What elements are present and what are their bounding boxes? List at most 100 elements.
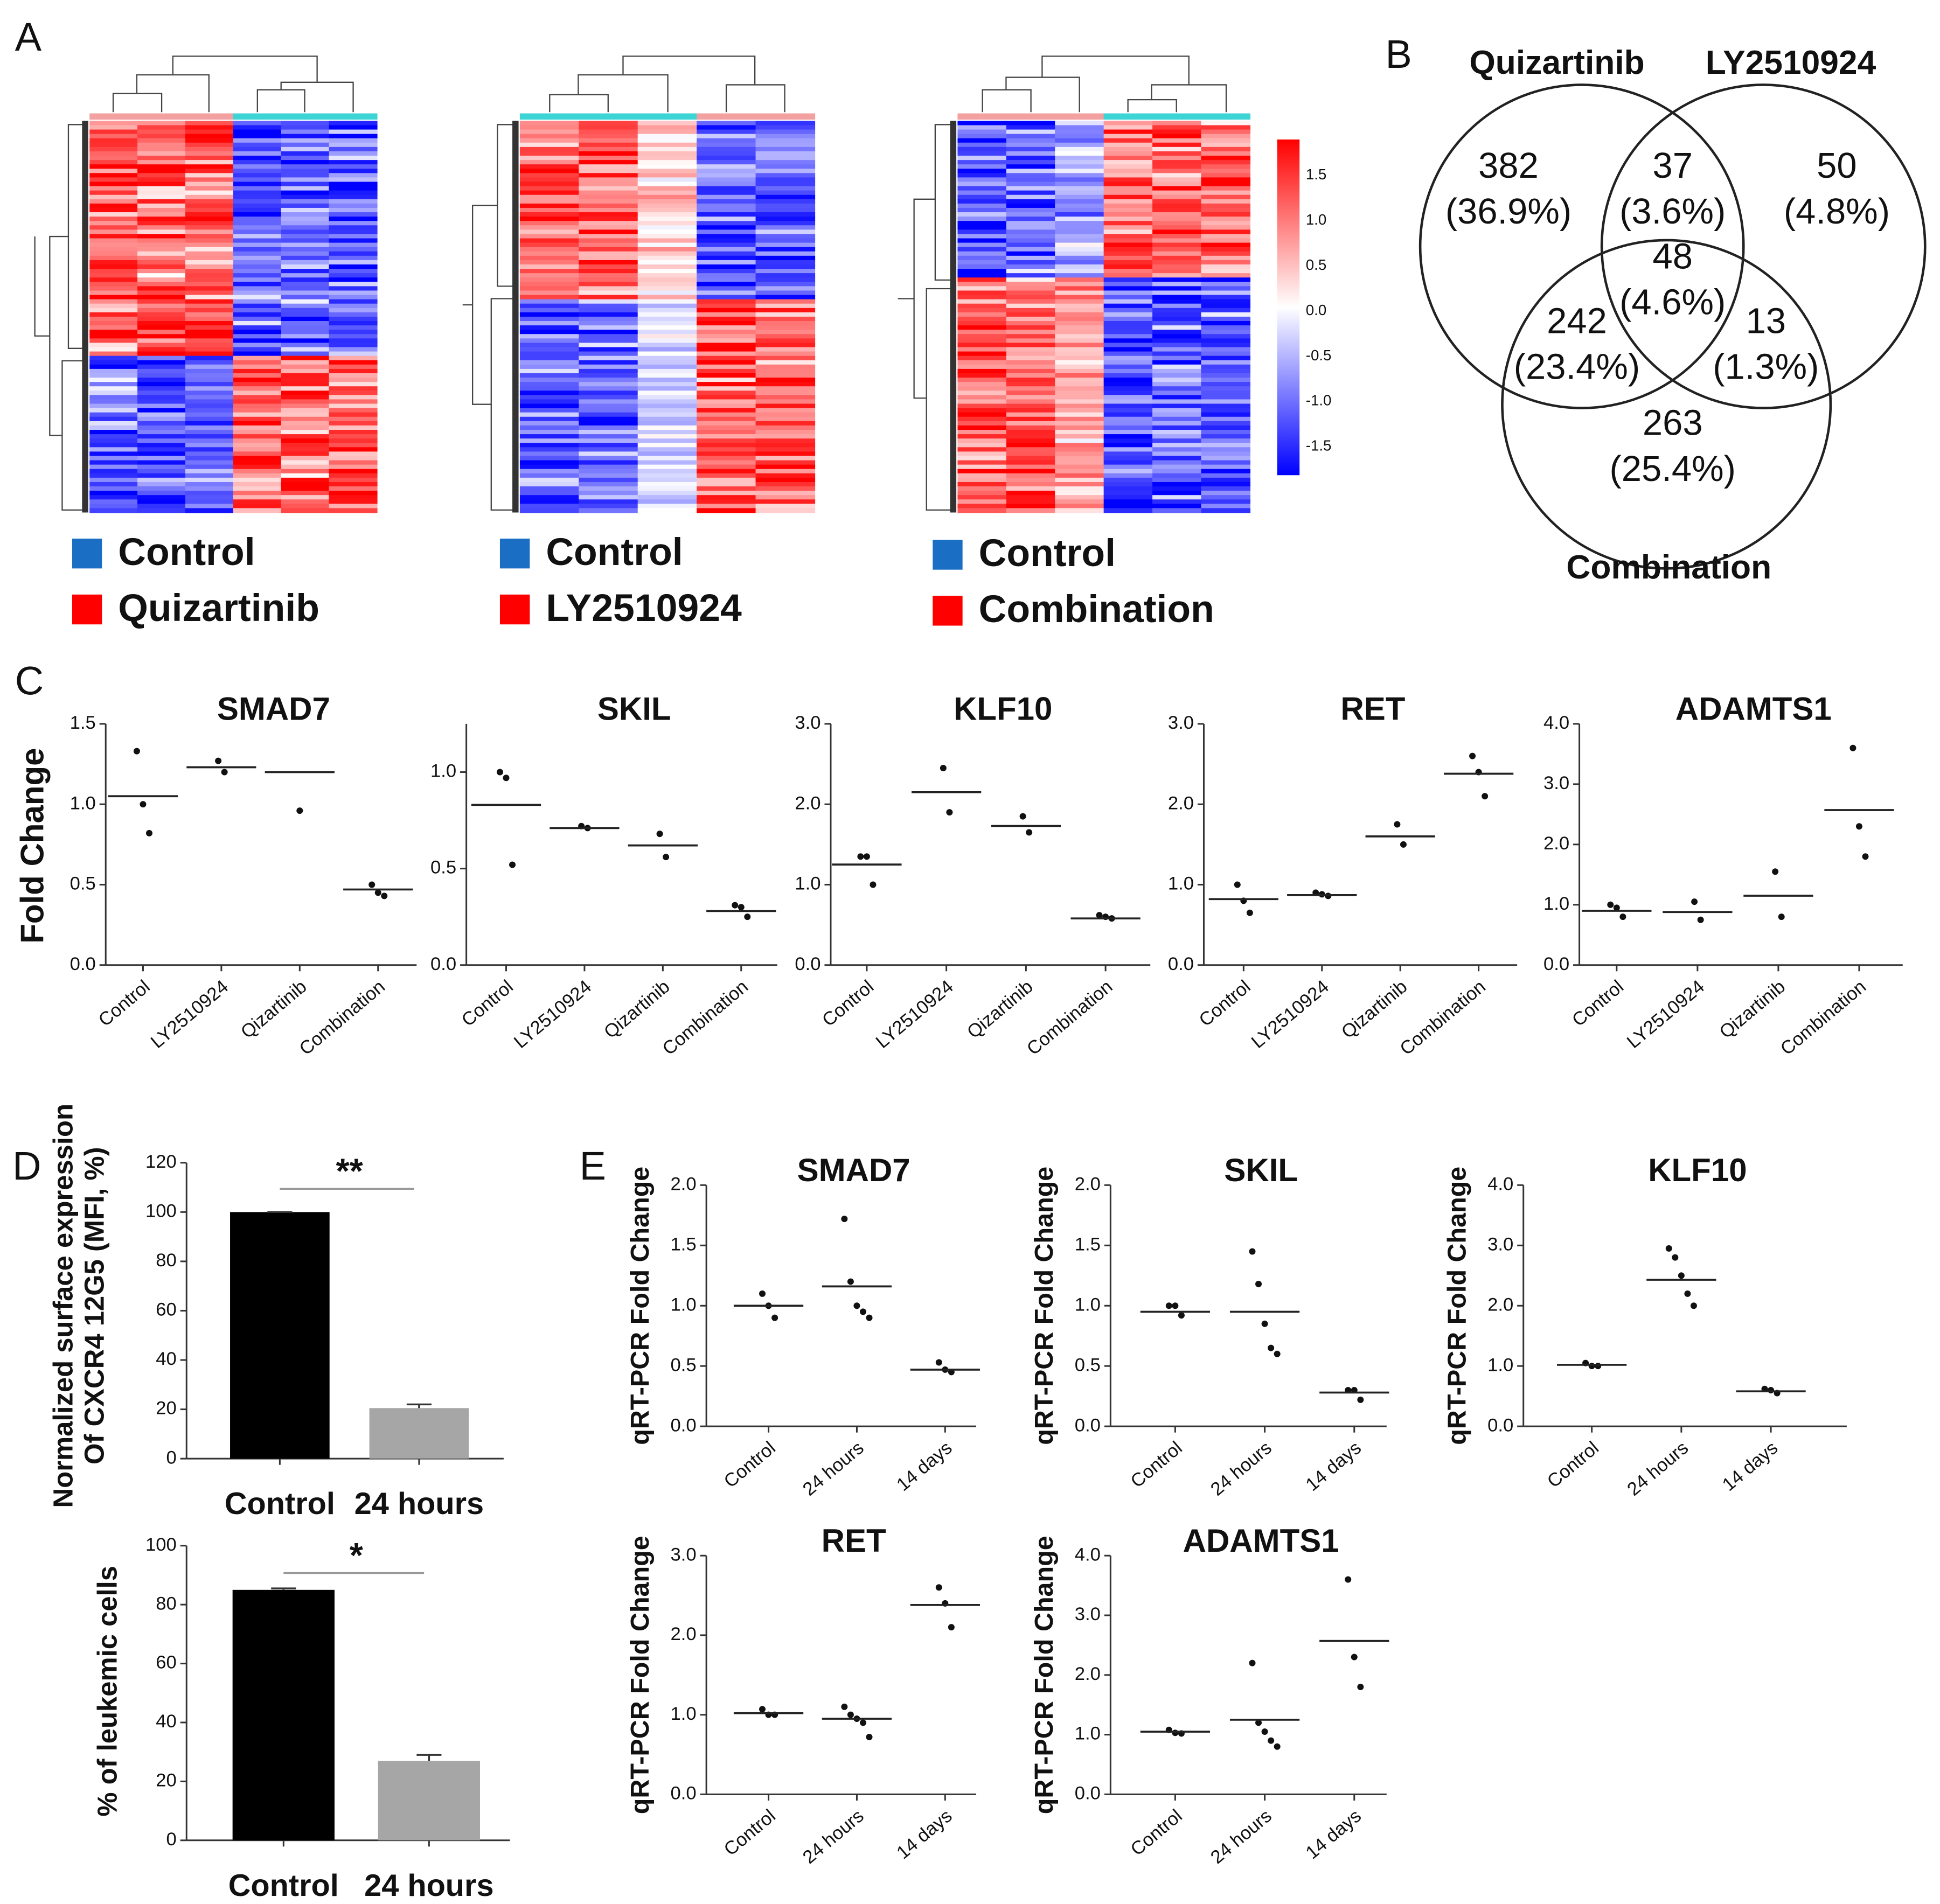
heatmap-cell [329, 347, 378, 352]
heatmap-cell [137, 378, 186, 383]
heatmap-cell [755, 355, 816, 361]
heatmap-cell [89, 203, 138, 209]
data-point [1249, 1659, 1256, 1666]
data-point [215, 757, 222, 764]
data-point [1261, 1320, 1268, 1327]
heatmap-cell [89, 255, 138, 261]
heatmap-cell [1006, 486, 1056, 492]
data-point [1607, 901, 1614, 908]
heatmap-cell [329, 212, 378, 218]
dendrogram [549, 55, 785, 113]
heatmap-cell [89, 299, 138, 304]
heatmap-cell [1055, 142, 1104, 148]
heatmap-cell [1201, 321, 1251, 326]
heatmap-cell [185, 469, 234, 474]
heatmap-cell [755, 434, 816, 440]
heatmap-cell [755, 173, 816, 178]
legend-swatch [933, 596, 963, 626]
heatmap-cell [957, 373, 1007, 379]
data-point [847, 1278, 854, 1285]
heatmap-cell [697, 412, 756, 417]
heatmap-cell [137, 486, 186, 492]
colorbar-tick-label: 1.5 [1306, 166, 1327, 183]
heatmap-cell [233, 447, 282, 452]
heatmap-cell [329, 378, 378, 383]
heatmap-cell [697, 447, 756, 452]
heatmap-cell [1006, 360, 1056, 365]
heatmap-cell [233, 282, 282, 287]
heatmap-cell [1006, 207, 1056, 213]
heatmap-cell [281, 277, 330, 283]
heatmap-cell [1152, 351, 1202, 357]
x-tick-label: LY2510924 [1623, 977, 1708, 1052]
heatmap-cell [1055, 338, 1104, 344]
heatmap-cell [637, 160, 698, 165]
heatmap-cell [1006, 460, 1056, 465]
heatmap-cell [1006, 295, 1056, 300]
heatmap-cell [1055, 169, 1104, 174]
heatmap-cell [637, 238, 698, 243]
heatmap-cell [755, 134, 816, 139]
heatmap-cell [957, 290, 1007, 296]
data-point [509, 861, 516, 868]
heatmap-cell [89, 499, 138, 505]
heatmap-cell [89, 447, 138, 452]
heatmap-cell [519, 217, 580, 222]
heatmap-cell [519, 438, 580, 444]
heatmap-cell [1201, 142, 1251, 148]
colorbar-tick-label: -1.0 [1306, 392, 1332, 409]
heatmap-cell [957, 456, 1007, 461]
heatmap-cell [1201, 238, 1251, 243]
data-point [1613, 904, 1620, 911]
heatmap-cell [281, 125, 330, 130]
heatmap-cell [1152, 229, 1202, 235]
heatmap-cell [957, 125, 1007, 130]
heatmap-cell [1006, 338, 1056, 344]
data-point [935, 1584, 942, 1591]
heatmap-cell [1055, 277, 1104, 283]
heatmap-cell [281, 242, 330, 248]
heatmap-cell [185, 491, 234, 496]
heatmap-cell [329, 151, 378, 157]
heatmap-cell [637, 460, 698, 465]
data-point [1234, 881, 1241, 888]
heatmap-cell [281, 368, 330, 374]
heatmap-cell [1152, 142, 1202, 148]
heatmap-cell [185, 134, 234, 139]
heatmap-cell [137, 242, 186, 248]
heatmap-cell [185, 295, 234, 300]
heatmap-cell [755, 251, 816, 256]
y-tick-label: 1.0 [671, 1704, 697, 1724]
y-axis-label: qRT-PCR Fold Change [625, 1536, 655, 1814]
heatmap-cell [1152, 438, 1202, 444]
heatmap-cell [185, 286, 234, 291]
data-point [732, 902, 739, 909]
heatmap-cell [519, 269, 580, 274]
heatmap-cell [519, 378, 580, 383]
heatmap-cell [637, 147, 698, 152]
heatmap-cell [1152, 173, 1202, 178]
heatmap-cell [1006, 169, 1056, 174]
heatmap-cell [579, 238, 638, 243]
data-point [656, 831, 663, 838]
heatmap-header [1201, 113, 1251, 120]
heatmap-cell [697, 217, 756, 222]
heatmap-cell [957, 477, 1007, 483]
heatmap-cell [1152, 190, 1202, 196]
heatmap-cell [137, 134, 186, 139]
heatmap-cell [1103, 282, 1153, 287]
y-axis-label: qRT-PCR Fold Change [625, 1167, 655, 1445]
heatmap-cell [957, 486, 1007, 492]
heatmap-cell [519, 234, 580, 239]
heatmap-cell [89, 325, 138, 331]
heatmap-cell [1201, 194, 1251, 200]
heatmap-cell [519, 491, 580, 496]
heatmap-header [697, 113, 756, 120]
heatmap-cell [957, 264, 1007, 270]
heatmap-cell [697, 186, 756, 191]
heatmap-cell [1152, 138, 1202, 143]
y-axis-label: qRT-PCR Fold Change [1442, 1167, 1471, 1445]
heatmap-cell [1006, 434, 1056, 440]
heatmap-cell [1201, 382, 1251, 387]
data-point [759, 1706, 766, 1713]
